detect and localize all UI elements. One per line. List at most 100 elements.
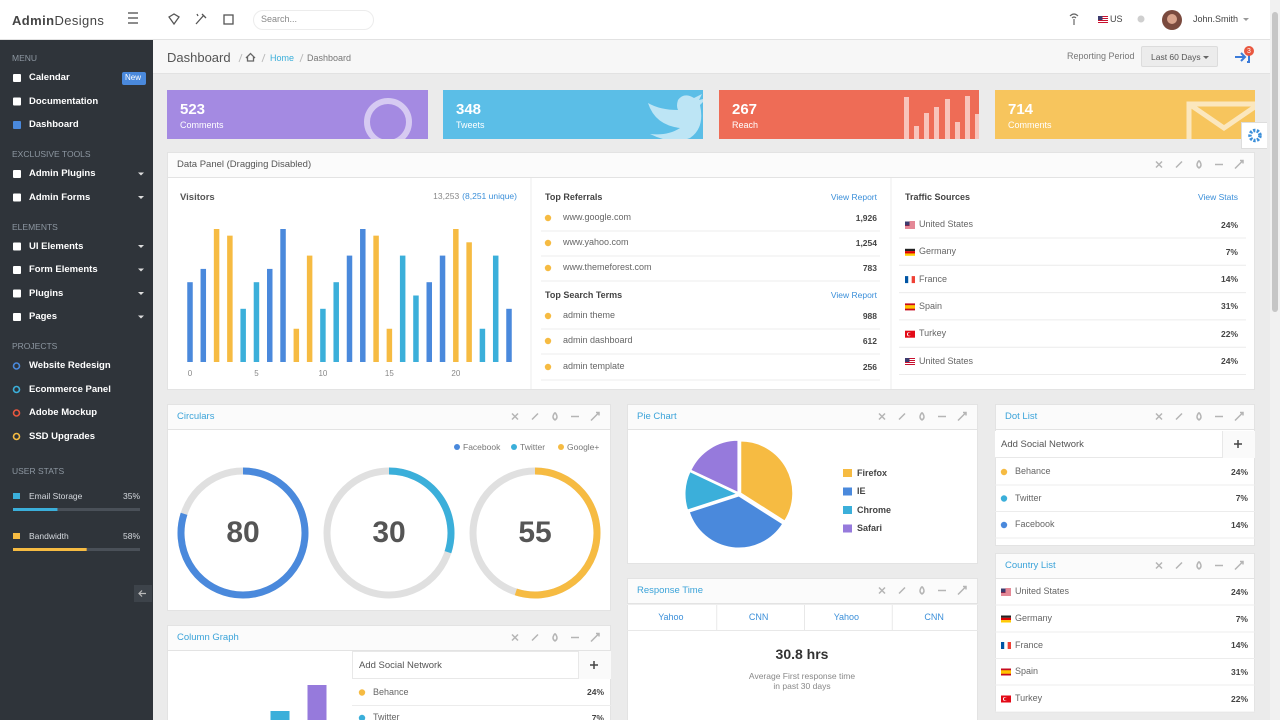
notification-badge — [1244, 46, 1254, 56]
menu-badge-text: New — [125, 73, 142, 82]
legend-label: Firefox — [857, 467, 888, 478]
sidebar-item[interactable]: SSD Upgrades — [29, 430, 95, 442]
list-value: 24% — [586, 687, 604, 697]
panel-tool — [531, 412, 539, 421]
bars-icon — [914, 126, 919, 139]
circulars-panel — [167, 404, 611, 611]
period-button[interactable] — [1141, 46, 1218, 67]
chart-title: Visitors — [180, 192, 215, 203]
tab[interactable]: CNN — [748, 612, 769, 622]
section-link[interactable]: View Report — [830, 192, 877, 202]
toolbar-icon — [168, 13, 180, 26]
add-row[interactable] — [352, 651, 611, 679]
panel-tool — [898, 586, 906, 595]
sidebar-item[interactable]: Website Redesign — [29, 360, 111, 371]
divider — [261, 53, 266, 63]
user-name[interactable]: John.Smith — [1193, 14, 1239, 24]
legend-label: IE — [857, 486, 866, 496]
panel-title: Response Time — [637, 585, 704, 596]
sidebar-item[interactable]: Admin Plugins — [29, 168, 96, 179]
visitors-total: 13,253 — [433, 191, 460, 201]
sidebar-item[interactable]: Plugins — [29, 287, 64, 299]
panel-tool — [919, 586, 925, 595]
flag-icon — [905, 223, 915, 225]
panel-tool — [590, 632, 600, 643]
crumb-current: Dashboard — [307, 53, 352, 63]
sidebar-item[interactable]: Dashboard — [29, 119, 79, 130]
flag-icon — [905, 253, 915, 256]
menu-icon — [13, 170, 21, 178]
period-label: Reporting Period — [1067, 51, 1135, 61]
list-value: 14% — [1230, 519, 1248, 530]
search-placeholder[interactable]: Search... — [261, 14, 298, 24]
settings-toggle[interactable] — [1241, 122, 1267, 149]
sidebar-item[interactable]: UI Elements — [29, 240, 84, 252]
tab[interactable]: Yahoo — [658, 612, 684, 622]
add-row[interactable] — [995, 431, 1255, 458]
list-value: 783 — [862, 262, 877, 273]
panel-title: Dot List — [1005, 411, 1038, 422]
tab[interactable]: Yahoo — [833, 612, 860, 622]
panel-tool — [1234, 411, 1244, 422]
list-value: 7% — [1235, 493, 1248, 503]
sidebar-item[interactable]: Documentation — [29, 95, 99, 107]
panel-tool — [1155, 412, 1163, 421]
sidebar-item[interactable]: Admin Forms — [29, 191, 91, 203]
bar — [373, 235, 379, 362]
divider — [238, 53, 243, 63]
list-name: admin theme — [563, 310, 616, 320]
sidebar-item[interactable]: Calendar — [29, 72, 70, 83]
sidebar-section-title: ELEMENTS — [12, 221, 58, 232]
gauge-arc — [388, 467, 455, 554]
stat-tile — [167, 90, 428, 139]
search-input[interactable] — [253, 10, 374, 30]
list-value: 7% — [591, 712, 604, 720]
list-value: 24% — [1220, 219, 1238, 230]
sidebar-item[interactable]: Adobe Mockup — [29, 407, 98, 418]
visitors-unique: (8,251 unique) — [462, 191, 517, 201]
list-name: www.themeforest.com — [563, 262, 652, 272]
tile-value: 267 — [732, 101, 758, 118]
sidebar-item[interactable]: Ecommerce Panel — [29, 383, 111, 395]
section-link[interactable]: View Report — [830, 290, 877, 300]
legend-dot — [454, 444, 460, 450]
user-stat-label: Bandwidth — [29, 531, 69, 541]
list-dot — [544, 239, 552, 247]
project-icon — [12, 385, 21, 394]
panel-tool — [1155, 561, 1163, 570]
section-link[interactable]: View Stats — [1197, 192, 1238, 202]
flag-icon — [905, 358, 915, 365]
list-dot — [544, 363, 552, 371]
panel-header — [167, 404, 611, 430]
add-label[interactable]: Add Social Network — [359, 660, 442, 671]
list-name: www.yahoo.com — [563, 237, 629, 247]
sidebar-item[interactable]: Form Elements — [29, 264, 98, 275]
bar — [200, 268, 207, 362]
notification-count: 3 — [1247, 47, 1251, 55]
menu-icon — [13, 313, 21, 321]
tab[interactable]: CNN — [924, 612, 944, 622]
panel-tool — [1155, 160, 1163, 169]
bar — [466, 242, 472, 362]
flag-icon — [905, 358, 910, 362]
scrollbar-thumb[interactable] — [1272, 12, 1278, 312]
list-name: Turkey — [1015, 693, 1043, 703]
sidebar-item[interactable]: Pages — [29, 311, 57, 322]
flag-icon — [905, 251, 915, 254]
sidebar-section-title: EXCLUSIVE TOOLS — [12, 149, 91, 159]
caret — [138, 315, 144, 319]
flag-icon — [1001, 642, 1005, 649]
add-label[interactable]: Add Social Network — [1001, 439, 1084, 450]
gauge-arc — [177, 467, 309, 599]
flag-icon — [905, 221, 915, 223]
list-dot — [358, 689, 366, 696]
panel-tool — [552, 412, 558, 421]
panel-header — [995, 404, 1255, 430]
panel-tool — [957, 411, 967, 422]
language[interactable]: US — [1110, 14, 1123, 24]
bubble-icon — [364, 98, 412, 139]
period-value[interactable]: Last 60 Days — [1151, 52, 1201, 62]
flag-icon — [905, 221, 910, 226]
crumb-home[interactable]: Home — [270, 53, 295, 63]
legend-label: Google+ — [567, 442, 600, 452]
